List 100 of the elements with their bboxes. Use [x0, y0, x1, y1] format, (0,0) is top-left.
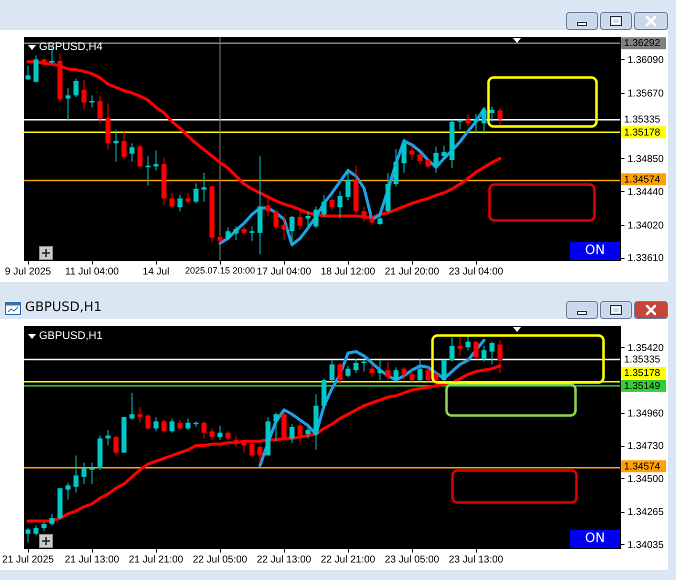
chart-title: GBPUSD,H1 [39, 330, 103, 342]
ref-line-label: 1.35335 [624, 114, 661, 126]
candlestick [234, 226, 238, 241]
candlestick [298, 422, 302, 444]
candlestick [122, 132, 126, 159]
x-tick-label: 21 Jul 13:00 [64, 554, 120, 566]
candlestick [346, 168, 350, 201]
x-tick-label: 23 Jul 05:00 [384, 554, 440, 566]
candlestick [154, 150, 158, 171]
candlestick [498, 108, 502, 126]
candlestick [482, 345, 486, 362]
candlestick [266, 198, 270, 217]
y-tick-label: 1.35670 [628, 88, 664, 100]
x-tick-label: 11 Jul 04:00 [65, 266, 120, 278]
candlestick [466, 335, 470, 351]
candlestick [410, 146, 414, 161]
ref-line-label: 1.35178 [624, 368, 661, 379]
y-tick-label: 1.34265 [628, 507, 664, 518]
candlestick [178, 419, 182, 430]
x-tick-label: 14 Jul [142, 266, 170, 278]
candlestick [26, 65, 30, 81]
candlestick [154, 416, 158, 432]
y-tick-label: 1.35420 [628, 342, 664, 354]
candlestick [402, 366, 406, 381]
y-tick-label: 1.33610 [628, 253, 664, 264]
y-tick-label: 1.34020 [628, 220, 664, 232]
candlestick [178, 194, 182, 212]
x-tick-label: 21 Jul 21:00 [128, 554, 184, 566]
candlestick [138, 144, 142, 168]
candlestick [98, 94, 102, 124]
candlestick [442, 145, 446, 159]
candlestick [490, 341, 494, 365]
candlestick [274, 210, 278, 230]
candlestick [186, 192, 190, 204]
candlestick [426, 158, 430, 169]
line-series [218, 107, 486, 246]
x-tick-label: 21 Jul 2025 [2, 554, 54, 566]
candlestick [170, 192, 174, 208]
x-tick-label: 23 Jul 13:00 [448, 554, 504, 566]
candlestick [130, 392, 134, 420]
x-tick-label: 18 Jul 12:00 [320, 266, 376, 278]
candlestick [250, 226, 254, 242]
candlestick [402, 138, 406, 174]
candlestick [26, 528, 30, 543]
candlestick [234, 435, 238, 448]
candlestick [386, 361, 390, 381]
candlestick [338, 190, 342, 219]
candlestick [130, 142, 134, 162]
ref-line-label: 1.35178 [624, 127, 661, 138]
candlestick [314, 206, 318, 229]
candlestick [226, 226, 230, 241]
x-tick-label: 23 Jul 04:00 [448, 266, 504, 278]
candlestick [474, 341, 478, 360]
candlestick [50, 513, 54, 526]
candlestick [82, 80, 86, 110]
candlestick [282, 216, 286, 241]
candlestick [34, 524, 38, 536]
candlestick [290, 216, 294, 244]
candlestick [490, 106, 494, 122]
candlestick [418, 152, 422, 165]
ref-line-label: 1.36292 [624, 38, 661, 50]
candlestick [210, 428, 214, 440]
candlestick [258, 445, 262, 464]
candlestick [482, 106, 486, 134]
x-tick-label: 22 Jul 05:00 [192, 554, 248, 566]
candlestick [146, 156, 150, 186]
candlestick [434, 146, 438, 174]
candlestick [306, 210, 310, 227]
candlestick [362, 360, 366, 372]
candlestick [106, 429, 110, 446]
candlestick [74, 455, 78, 493]
candlestick [338, 362, 342, 385]
candlestick [458, 336, 462, 356]
x-tick-label: 22 Jul 13:00 [256, 554, 312, 566]
candlestick [138, 406, 142, 424]
candlestick [394, 148, 398, 187]
candlestick [242, 439, 246, 454]
button: ON [570, 242, 620, 260]
chart-subtitle: GBPUSD,H1 [25, 300, 102, 316]
y-tick-label: 1.34500 [628, 474, 664, 485]
candlestick [194, 182, 198, 204]
ref-line-label: 1.34574 [624, 461, 661, 472]
y-tick-label: 1.36090 [628, 54, 664, 66]
y-tick-label: 1.34960 [628, 408, 664, 420]
candlestick [394, 366, 398, 382]
candlestick [146, 414, 150, 430]
candlestick [458, 118, 462, 130]
y-tick-label: 1.34440 [628, 186, 664, 198]
candlestick [250, 442, 254, 458]
x-tick-label: 21 Jul 20:00 [384, 266, 440, 278]
candlestick [418, 358, 422, 382]
x-tick-label: 22 Jul 21:00 [320, 554, 376, 566]
candlestick [114, 435, 118, 456]
candlestick [170, 418, 174, 434]
candlestick [354, 358, 358, 374]
candlestick [90, 94, 94, 108]
ref-line-label: 1.34574 [624, 174, 661, 186]
y-tick-label: 1.34850 [628, 154, 664, 165]
candlestick [346, 365, 350, 378]
candlestick [330, 198, 334, 210]
